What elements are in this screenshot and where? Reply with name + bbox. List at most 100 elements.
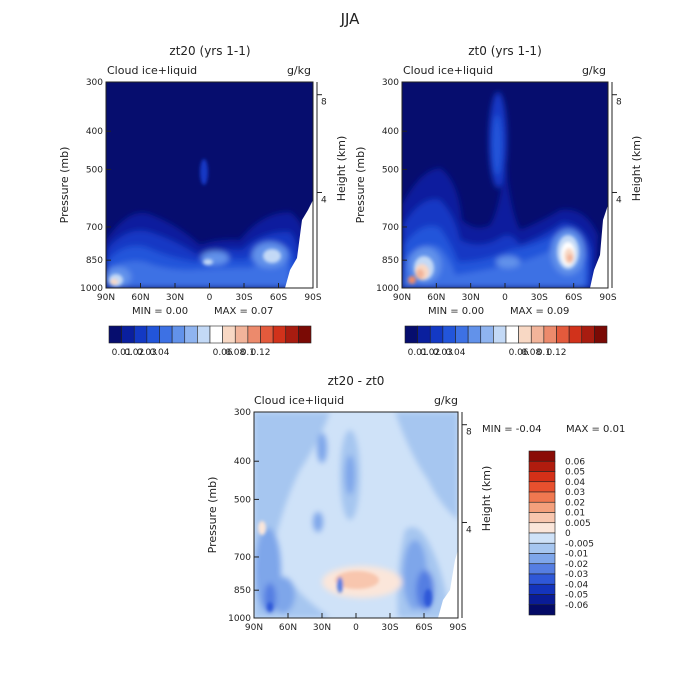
latitude-tick-label: 60N — [279, 623, 297, 633]
latitude-tick-label: 60S — [565, 293, 582, 303]
colorbar-label: 0.02 — [124, 348, 144, 358]
panel-title: zt20 (yrs 1-1) — [169, 44, 250, 58]
colorbar-label: 0.01 — [565, 509, 585, 519]
colorbar-swatch — [298, 325, 312, 344]
panel-zt20: zt20 (yrs 1-1) Cloud ice+liquid g/kg — [58, 44, 348, 358]
colorbar-swatch — [568, 325, 583, 344]
latitude-tick-label: 60S — [415, 623, 432, 633]
colorbar-swatch — [528, 532, 556, 544]
colorbar-label: 0.03 — [565, 488, 585, 498]
colorbar-swatch — [108, 325, 122, 344]
colorbar-label: 0.1 — [241, 348, 255, 358]
max-label: MAX = 0.01 — [566, 424, 625, 435]
colorbar-swatch — [222, 325, 236, 344]
colorbar-swatch — [197, 325, 211, 344]
colorbar-label: -0.04 — [565, 580, 589, 590]
colorbar-swatch — [247, 325, 261, 344]
colorbar-swatch — [260, 325, 274, 344]
colorbar-swatch — [442, 325, 456, 344]
colorbar-label: -0.06 — [565, 601, 589, 611]
colorbar-label: 0.04 — [565, 478, 585, 488]
colorbar-swatch — [528, 491, 556, 503]
colorbar: 0.010.020.030.04 0.060.080.10.12 — [108, 325, 312, 358]
colorbar-swatch — [528, 512, 556, 524]
panel-zt0: zt0 (yrs 1-1) Cloud ice+liquid g/kg — [354, 44, 643, 358]
max-label: MAX = 0.09 — [510, 306, 569, 317]
pressure-tick-label: 1000 — [376, 284, 399, 294]
latitude-tick-label: 90N — [245, 623, 263, 633]
pressure-tick-label: 300 — [86, 78, 103, 88]
variable-label: Cloud ice+liquid — [254, 394, 344, 407]
colorbar-swatch — [285, 325, 299, 344]
pressure-tick-label: 1000 — [228, 614, 251, 624]
colorbar-swatch — [417, 325, 431, 344]
colorbar-swatch — [480, 325, 494, 344]
latitude-tick-label: 0 — [502, 293, 508, 303]
colorbar-swatch — [528, 542, 556, 554]
colorbar-label: 0.06 — [213, 348, 233, 358]
height-tick-label: 8 — [321, 98, 327, 108]
height-tick-label: 4 — [466, 525, 472, 535]
colorbar-label: -0.05 — [565, 591, 588, 601]
colorbar-label: 0.03 — [433, 348, 453, 358]
pressure-tick-label: 300 — [234, 408, 251, 418]
latitude-tick-label: 30N — [462, 293, 480, 303]
latitude-tick-label: 0 — [353, 623, 359, 633]
pressure-tick-label: 700 — [86, 223, 103, 233]
y-axis-label: Pressure (mb) — [354, 147, 367, 224]
colorbar-swatch — [467, 325, 482, 344]
colorbar-swatch — [493, 325, 507, 344]
colorbar-label: -0.03 — [565, 570, 588, 580]
colorbar-swatch — [234, 325, 249, 344]
units-label: g/kg — [582, 64, 606, 77]
colorbar-label: -0.02 — [565, 560, 588, 570]
colorbar-label: 0.08 — [225, 348, 245, 358]
colorbar-swatch — [404, 325, 418, 344]
latitude-tick-label: 90S — [304, 293, 321, 303]
latitude-tick-label: 30S — [531, 293, 548, 303]
colorbar-label: 0.06 — [509, 348, 529, 358]
colorbar-label: 0.01 — [112, 348, 132, 358]
colorbar-swatch — [528, 583, 556, 595]
pressure-tick-label: 700 — [234, 553, 251, 563]
contour-field — [402, 82, 608, 288]
pressure-tick-label: 850 — [382, 256, 399, 266]
min-label: MIN = 0.00 — [428, 306, 484, 317]
variable-label: Cloud ice+liquid — [403, 64, 493, 77]
y-axis-label: Pressure (mb) — [58, 147, 71, 224]
colorbar-swatch — [528, 553, 556, 565]
colorbar-swatch — [133, 325, 148, 344]
pressure-tick-label: 400 — [382, 127, 399, 137]
colorbar-swatch — [581, 325, 595, 344]
colorbar-swatch — [209, 325, 223, 344]
pressure-tick-label: 500 — [382, 165, 399, 175]
pressure-tick-label: 400 — [86, 127, 103, 137]
colorbar-label: 0.005 — [565, 519, 591, 529]
max-label: MAX = 0.07 — [214, 306, 273, 317]
colorbar-label: 0.12 — [250, 348, 270, 358]
colorbar-swatch — [518, 325, 532, 344]
pressure-tick-label: 850 — [86, 256, 103, 266]
height-tick-label: 8 — [616, 98, 622, 108]
variable-label: Cloud ice+liquid — [107, 64, 197, 77]
pressure-tick-label: 700 — [382, 223, 399, 233]
pressure-tick-label: 300 — [382, 78, 399, 88]
colorbar-swatch — [272, 325, 287, 344]
colorbar-label: 0.08 — [521, 348, 541, 358]
colorbar-swatch — [429, 325, 444, 344]
latitude-tick-label: 0 — [207, 293, 213, 303]
latitude-tick-label: 90S — [599, 293, 616, 303]
pressure-tick-label: 500 — [86, 165, 103, 175]
colorbar-swatch — [528, 481, 556, 493]
latitude-tick-label: 30N — [313, 623, 331, 633]
panel-difference: zt20 - zt0 Cloud ice+liquid g/kg — [206, 374, 625, 633]
colorbar-swatch — [543, 325, 557, 344]
latitude-tick-label: 90N — [97, 293, 115, 303]
colorbar-swatch — [528, 471, 556, 483]
colorbar-label: 0.02 — [420, 348, 440, 358]
colorbar-swatch — [146, 325, 160, 344]
colorbar-swatch — [455, 325, 469, 344]
